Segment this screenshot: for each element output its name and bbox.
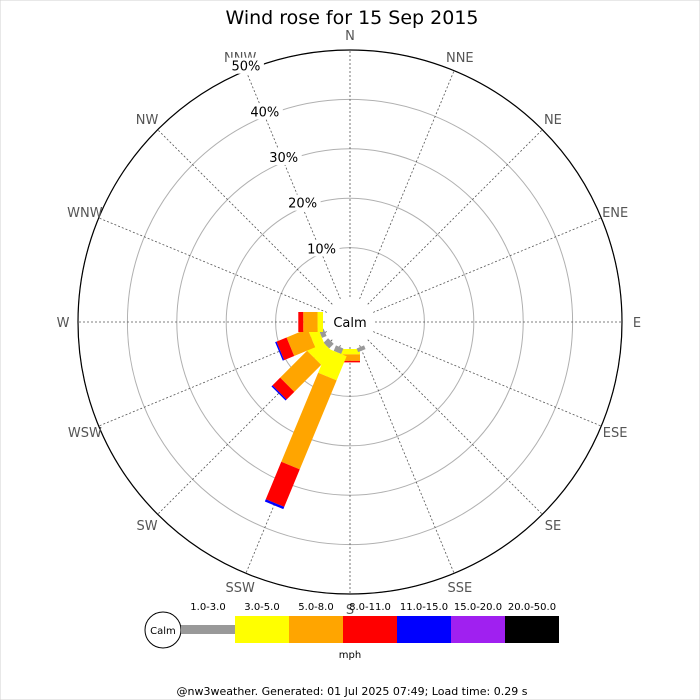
direction-label-ne: NE bbox=[544, 113, 562, 128]
legend-label-6: 20.0-50.0 bbox=[508, 602, 556, 613]
legend-label-4: 11.0-15.0 bbox=[400, 602, 448, 613]
bar-ssw-bin-3 bbox=[265, 461, 300, 507]
bar-ssw-bin-4 bbox=[264, 499, 285, 510]
legend-swatch-1 bbox=[235, 616, 289, 643]
legend-swatch-3 bbox=[343, 616, 397, 643]
calm-circle bbox=[325, 297, 375, 347]
bar-sw-bin-3 bbox=[272, 377, 295, 400]
tick-label-bg bbox=[265, 148, 302, 165]
spoke-ne bbox=[367, 129, 543, 305]
radial-tick-labels: 10% 20% 30% 40% 50% bbox=[227, 57, 340, 257]
direction-label-s: S bbox=[346, 603, 354, 618]
legend-swatch-6 bbox=[505, 616, 559, 643]
tick-label: 10% bbox=[307, 242, 336, 257]
spoke-sse bbox=[359, 344, 455, 574]
tick-label-bg bbox=[246, 103, 283, 120]
spoke-ene bbox=[372, 217, 602, 313]
bar-w-bin-2 bbox=[303, 312, 318, 332]
direction-label-se: SE bbox=[545, 519, 561, 534]
direction-label-sw: SW bbox=[137, 519, 158, 534]
footer-text: @nw3weather. Generated: 01 Jul 2025 07:4… bbox=[177, 685, 528, 698]
direction-label-n: N bbox=[345, 29, 355, 44]
spoke-wnw bbox=[98, 217, 328, 313]
tick-label: 30% bbox=[269, 151, 298, 166]
direction-label-ese: ESE bbox=[603, 426, 628, 441]
direction-label-ssw: SSW bbox=[225, 581, 255, 596]
bar-ssw-bin-0 bbox=[333, 345, 344, 354]
direction-label-nw: NW bbox=[136, 113, 159, 128]
bar-wsw-bin-4 bbox=[275, 341, 285, 361]
direction-label-wsw: WSW bbox=[68, 426, 102, 441]
grid-ring bbox=[225, 197, 475, 447]
spoke-nne bbox=[359, 70, 455, 300]
tick-label: 50% bbox=[231, 60, 260, 75]
tick-label-bg bbox=[303, 240, 340, 257]
wind-bars bbox=[264, 312, 366, 510]
direction-label-nne: NNE bbox=[446, 51, 474, 66]
legend-label-3: 8.0-11.0 bbox=[349, 602, 391, 613]
chart-title: Wind rose for 15 Sep 2015 bbox=[225, 7, 478, 29]
legend-label-1: 3.0-5.0 bbox=[244, 602, 279, 613]
bar-sse-bin-0 bbox=[356, 345, 366, 353]
legend-swatch-4 bbox=[397, 616, 451, 643]
bar-w-bin-3 bbox=[298, 312, 304, 332]
tick-label: 40% bbox=[250, 105, 279, 120]
tick-label: 20% bbox=[288, 197, 317, 212]
bar-w-bin-1 bbox=[317, 312, 323, 332]
direction-label-sse: SSE bbox=[447, 581, 472, 596]
bar-s-bin-1 bbox=[340, 349, 360, 355]
direction-label-e: E bbox=[633, 316, 641, 331]
legend: Calm mph 1.0-3.0 3.0-5.0 5.0-8.0 8.0-11.0 11… bbox=[144, 602, 559, 661]
legend-swatch-2 bbox=[289, 616, 343, 643]
spoke-ese bbox=[372, 331, 602, 427]
spoke-nw bbox=[157, 129, 333, 305]
bar-ssw-bin-2 bbox=[281, 372, 337, 470]
tick-label-bg bbox=[284, 194, 321, 211]
outer-ring bbox=[77, 49, 623, 595]
spoke-se bbox=[367, 339, 543, 515]
legend-unit: mph bbox=[339, 650, 361, 661]
legend-label-5: 15.0-20.0 bbox=[454, 602, 502, 613]
direction-label-w: W bbox=[57, 316, 70, 331]
bar-wsw-bin-2 bbox=[286, 328, 316, 356]
direction-label-ene: ENE bbox=[602, 206, 628, 221]
bar-sw-bin-0 bbox=[323, 338, 334, 349]
calm-label: Calm bbox=[333, 316, 366, 331]
legend-label-0: 1.0-3.0 bbox=[190, 602, 225, 613]
bar-sw-bin-2 bbox=[280, 350, 322, 392]
legend-swatch-0 bbox=[181, 625, 235, 634]
bar-s-bin-3 bbox=[340, 360, 360, 363]
legend-label-2: 5.0-8.0 bbox=[298, 602, 333, 613]
legend-calm-label: Calm bbox=[150, 626, 176, 637]
bar-wsw-bin-3 bbox=[276, 337, 295, 361]
calm-center: Calm bbox=[325, 297, 375, 347]
direction-label-wnw: WNW bbox=[67, 206, 103, 221]
legend-swatch-5 bbox=[451, 616, 505, 643]
tick-label-bg bbox=[227, 57, 264, 74]
bar-sw-bin-4 bbox=[271, 385, 287, 401]
